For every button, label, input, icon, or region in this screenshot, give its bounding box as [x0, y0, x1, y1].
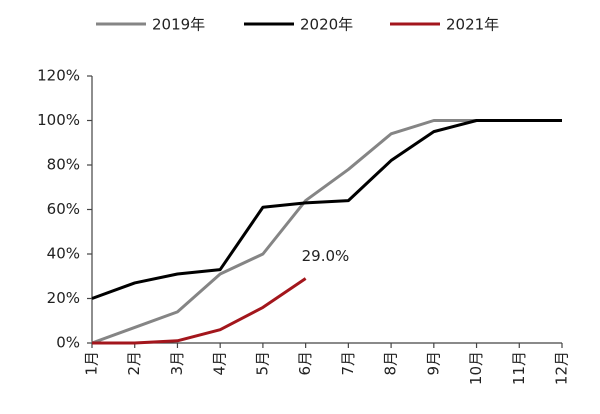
x-tick-label: 9月 [424, 351, 442, 376]
x-tick-label: 7月 [339, 351, 357, 376]
y-tick-label: 80% [47, 156, 80, 174]
y-tick-label: 0% [56, 334, 80, 352]
legend-label: 2020年 [300, 16, 353, 34]
x-tick-label: 12月 [553, 351, 571, 385]
x-tick-label: 4月 [211, 351, 229, 376]
x-tick-label: 3月 [168, 351, 186, 376]
legend-label: 2019年 [152, 16, 205, 34]
series-line [91, 119, 562, 300]
y-tick-label: 40% [47, 245, 80, 263]
x-tick-label: 1月 [83, 351, 101, 376]
x-tick-label: 11月 [510, 351, 528, 385]
annotation: 29.0% [302, 247, 350, 265]
x-tick-label: 5月 [253, 351, 271, 376]
y-tick-label: 120% [37, 67, 80, 85]
y-tick-label: 20% [47, 289, 80, 307]
y-tick-label: 100% [37, 111, 80, 129]
series-line [92, 277, 307, 345]
y-tick-label: 60% [47, 200, 80, 218]
x-tick-label: 2月 [125, 351, 143, 376]
x-tick-label: 6月 [296, 351, 314, 376]
x-tick-label: 10月 [467, 351, 485, 385]
series-line [91, 119, 562, 345]
x-tick-label: 8月 [382, 351, 400, 376]
legend-label: 2021年 [446, 16, 499, 34]
